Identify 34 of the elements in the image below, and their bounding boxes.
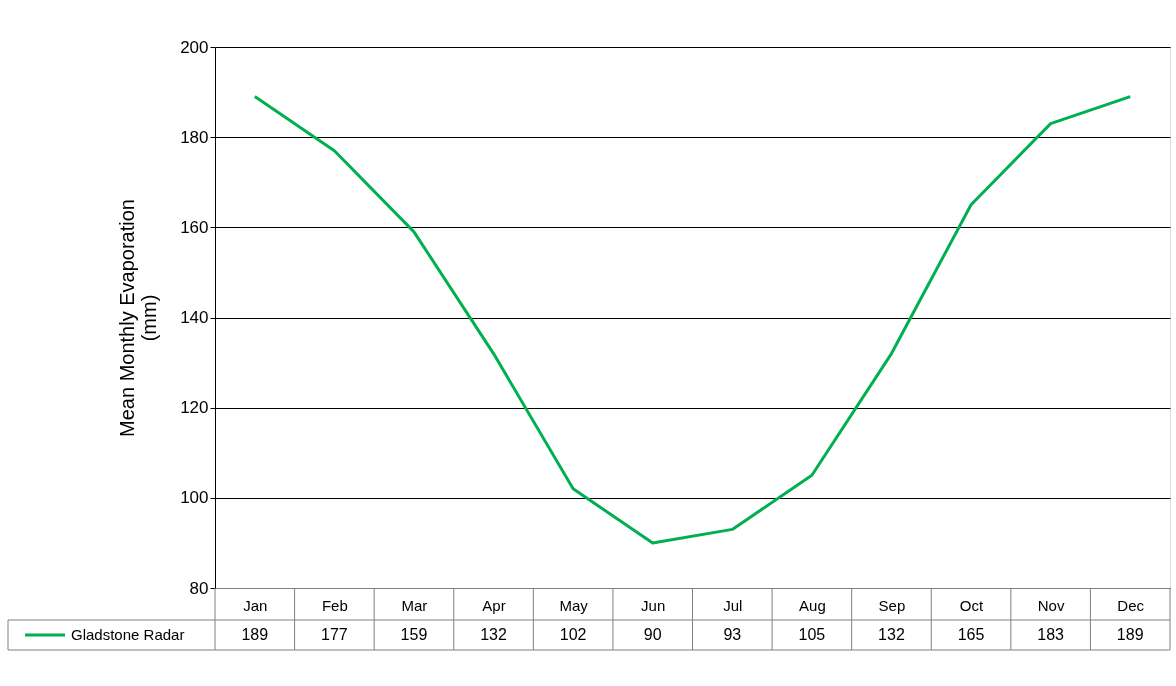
y-tick-label: 200: [180, 37, 209, 57]
y-axis-title: Mean Monthly Evaporation (mm): [116, 199, 161, 437]
x-tick-label: May: [559, 596, 589, 614]
line-series: [253, 95, 1132, 545]
y-tick-label: 120: [180, 398, 209, 418]
data-label: 93: [723, 626, 742, 643]
y-tick-label: 80: [189, 578, 209, 598]
data-label: 177: [321, 626, 348, 643]
x-tick-label: Apr: [482, 596, 506, 614]
x-tick-label: Nov: [1037, 596, 1065, 614]
data-label: 132: [878, 626, 905, 643]
x-tick-label: Dec: [1117, 596, 1145, 614]
y-tick-label: 100: [180, 488, 209, 508]
data-label: 102: [559, 626, 587, 643]
data-label: 189: [241, 626, 269, 643]
data-label: 183: [1037, 626, 1065, 643]
data-label: 159: [400, 626, 428, 643]
y-tick-label: 180: [180, 127, 209, 147]
data-label: 189: [1116, 626, 1144, 643]
legend-label: Gladstone Radar: [71, 626, 185, 643]
x-tick-label: Mar: [401, 596, 428, 614]
data-label: 90: [643, 626, 662, 643]
x-tick-label: Jul: [723, 596, 743, 614]
y-tick-label: 140: [180, 308, 209, 327]
y-tick-label: 160: [180, 217, 209, 237]
x-tick-label: Jun: [641, 596, 666, 614]
x-tick-label: Jan: [243, 596, 268, 614]
x-tick-label: Sep: [878, 596, 906, 614]
x-tick-label: Aug: [799, 596, 826, 614]
data-label: 165: [957, 626, 985, 643]
x-tick-label: Feb: [321, 596, 348, 614]
x-tick-label: Oct: [959, 596, 985, 614]
data-label: 132: [480, 626, 507, 643]
data-label: 105: [798, 626, 826, 643]
